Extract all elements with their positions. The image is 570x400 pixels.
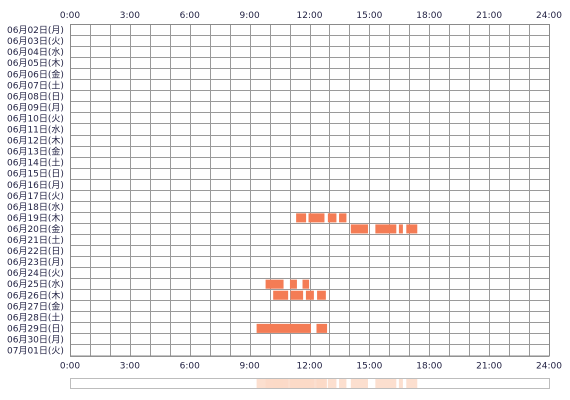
row-label: 06月20日(金) [7, 223, 64, 235]
row-label: 06月02日(月) [7, 25, 64, 36]
activity-bars [256, 213, 418, 333]
summary-segment [350, 379, 368, 388]
x-tick-label-bottom: 0:00 [60, 362, 80, 372]
row-label: 06月25日(水) [7, 278, 64, 290]
x-axis-top: 0:00 3:00 6:00 9:00 12:00 15:00 18:00 21:00 24:0… [60, 11, 562, 21]
row-label: 06月29日(日) [7, 323, 64, 334]
x-tick-label-bottom: 6:00 [180, 362, 200, 372]
activity-bar [265, 279, 284, 289]
x-tick-label-top: 15:00 [356, 11, 382, 21]
row-label: 06月22日(日) [7, 246, 64, 257]
row-label: 06月19日(木) [7, 212, 64, 224]
activity-bar [273, 290, 289, 300]
row-label: 06月10日(火) [7, 113, 64, 124]
activity-bar [327, 213, 337, 223]
row-label: 06月30日(月) [7, 334, 64, 345]
summary-segment [316, 379, 328, 388]
summary-segment [339, 379, 347, 388]
activity-bar [308, 213, 325, 223]
row-label: 06月11日(水) [7, 124, 64, 136]
row-label: 06月17日(火) [7, 191, 64, 202]
activity-bar [290, 290, 304, 300]
row-label: 06月16日(月) [7, 180, 64, 191]
x-tick-label-bottom: 12:00 [297, 362, 323, 372]
summary-segment [398, 379, 403, 388]
activity-bar [350, 224, 368, 234]
activity-bar [398, 224, 403, 234]
summary-segment [406, 379, 418, 388]
row-label: 06月05日(木) [7, 57, 64, 69]
row-label: 06月06日(金) [7, 68, 64, 80]
x-tick-label-bottom: 24:00 [536, 362, 562, 372]
x-axis-bottom: 0:00 3:00 6:00 9:00 12:00 15:00 18:00 21:00 24:0… [60, 362, 562, 372]
summary-segment [256, 379, 311, 388]
row-label: 06月07日(土) [7, 79, 64, 91]
summary-segment [327, 379, 337, 388]
x-tick-label-bottom: 18:00 [416, 362, 442, 372]
activity-bar [302, 279, 310, 289]
row-labels: 06月02日(月)06月03日(火)06月04日(水)06月05日(木)06月0… [7, 25, 64, 356]
summary-segment [375, 379, 397, 388]
row-label: 06月24日(火) [7, 268, 64, 279]
x-tick-label-top: 9:00 [240, 11, 260, 21]
x-tick-label-top: 0:00 [60, 11, 80, 21]
activity-bar [375, 224, 397, 234]
row-label: 06月09日(月) [7, 102, 64, 113]
activity-bar [317, 290, 326, 300]
x-tick-label-top: 6:00 [180, 11, 200, 21]
row-label: 07月01日(火) [7, 346, 64, 357]
summary-strip [70, 378, 550, 389]
activity-bar [305, 290, 314, 300]
row-label: 06月08日(日) [7, 91, 64, 102]
row-label: 06月03日(火) [7, 36, 64, 47]
activity-bar [296, 213, 307, 223]
row-label: 06月13日(金) [7, 146, 64, 158]
row-label: 06月23日(月) [7, 257, 64, 268]
row-label: 06月04日(水) [7, 46, 64, 58]
row-label: 06月28日(土) [7, 311, 64, 323]
x-tick-label-bottom: 9:00 [240, 362, 260, 372]
row-label: 06月15日(日) [7, 169, 64, 180]
row-label: 06月12日(木) [7, 135, 64, 147]
x-tick-label-top: 24:00 [536, 11, 562, 21]
x-tick-label-bottom: 21:00 [476, 362, 502, 372]
row-label: 06月18日(水) [7, 201, 64, 213]
activity-bar [289, 279, 297, 289]
activity-bar [339, 213, 347, 223]
x-tick-label-top: 18:00 [416, 11, 442, 21]
x-tick-label-bottom: 3:00 [120, 362, 140, 372]
activity-bar [406, 224, 418, 234]
row-label: 06月27日(金) [7, 300, 64, 312]
x-tick-label-top: 3:00 [120, 11, 140, 21]
activity-bar [256, 323, 311, 333]
activity-bar [316, 323, 328, 333]
plot-frame [70, 24, 550, 357]
row-label: 06月21日(土) [7, 234, 64, 246]
x-tick-label-top: 12:00 [297, 11, 323, 21]
plot-grid [70, 24, 550, 357]
x-tick-label-bottom: 15:00 [356, 362, 382, 372]
row-label: 06月14日(土) [7, 157, 64, 169]
x-tick-label-top: 21:00 [476, 11, 502, 21]
row-label: 06月26日(木) [7, 289, 64, 301]
